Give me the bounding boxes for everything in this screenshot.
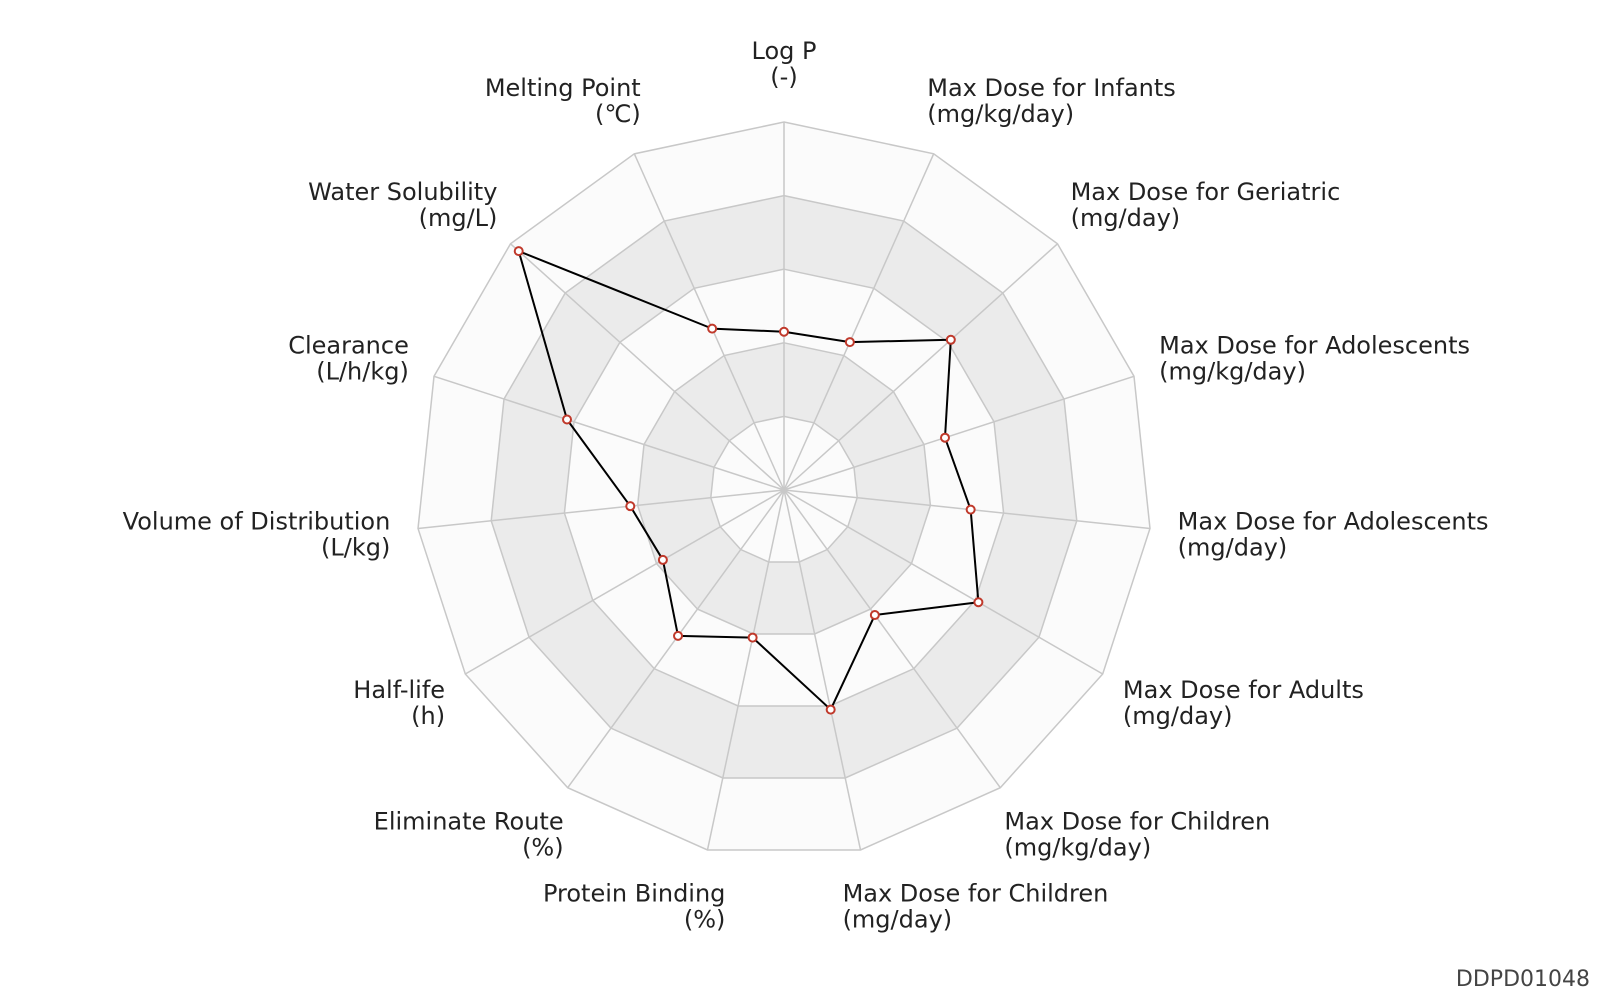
axis-label-unit: (mg/kg/day) [1159,357,1306,385]
series-line-0 [517,250,980,711]
radar-spoke-12 [433,375,785,491]
data-point-14 [707,323,718,334]
axis-label-unit: (%) [522,834,564,862]
axis-label-8: Protein Binding (%) [543,880,725,934]
axis-label-3: Max Dose for Adolescents (mg/kg/day) [1159,331,1470,385]
axis-label-name: Max Dose for Adolescents [1178,508,1489,536]
axis-label-name: Protein Binding [543,880,725,908]
axis-label-name: Eliminate Route [374,808,564,836]
axis-label-unit: (mg/day) [843,906,953,934]
data-point-4 [965,504,976,515]
axis-label-name: Half-life [353,676,445,704]
axis-label-name: Max Dose for Adolescents [1159,331,1470,359]
axis-label-unit: (%) [684,906,726,934]
radar-spoke-14 [633,153,785,491]
axis-label-12: Clearance (L/h/kg) [288,331,409,385]
radar-spoke-11 [417,489,785,530]
axis-label-name: Clearance [288,331,409,359]
data-point-13 [513,246,524,257]
axis-label-unit: (mg/day) [1123,702,1233,730]
axis-label-name: Max Dose for Geriatric [1071,178,1341,206]
axis-label-unit: (h) [411,702,445,730]
radar-spoke-2 [783,243,1058,491]
axis-label-unit: (mg/L) [419,204,498,232]
radar-spoke-7 [783,489,862,851]
radar-spoke-8 [706,489,785,851]
chart-id-label: DDPD01048 [1455,967,1590,992]
axis-label-13: Water Solubility (mg/L) [308,178,497,232]
data-point-7 [825,704,836,715]
data-point-8 [747,632,758,643]
axis-label-name: Max Dose for Children [1004,808,1270,836]
axis-label-7: Max Dose for Children (mg/day) [843,880,1109,934]
axis-label-unit: (mg/day) [1178,534,1288,562]
axis-label-unit: (mg/kg/day) [1004,834,1151,862]
axis-label-1: Max Dose for Infants (mg/kg/day) [927,74,1176,128]
data-point-9 [673,630,684,641]
axis-label-name: Max Dose for Infants [927,74,1176,102]
data-point-10 [657,554,668,565]
axis-label-0: Log P (-) [752,37,817,91]
data-point-11 [625,501,636,512]
radar-spoke-3 [783,375,1135,491]
axis-label-unit: (℃) [595,100,641,128]
data-point-2 [945,334,956,345]
data-point-5 [973,597,984,608]
data-point-6 [869,610,880,621]
radar-spoke-5 [783,489,1104,675]
radar-spoke-1 [783,153,935,491]
axis-label-name: Melting Point [485,74,641,102]
data-point-3 [939,432,950,443]
axis-label-9: Eliminate Route (%) [374,808,564,862]
axis-label-2: Max Dose for Geriatric (mg/day) [1071,178,1341,232]
axis-label-name: Volume of Distribution [123,508,391,536]
data-point-0 [779,326,789,337]
axis-label-name: Water Solubility [308,178,497,206]
axis-label-5: Max Dose for Adults (mg/day) [1123,676,1364,730]
axis-label-unit: (mg/day) [1071,204,1181,232]
axis-label-unit: (-) [770,63,797,91]
axis-label-name: Max Dose for Adults [1123,676,1364,704]
radar-spoke-13 [510,243,785,491]
axis-label-10: Half-life (h) [353,676,445,730]
axis-label-4: Max Dose for Adolescents (mg/day) [1178,508,1489,562]
axis-label-name: Log P [752,37,817,65]
radar-series [513,246,984,715]
radar-spoke-10 [464,489,785,675]
axis-label-unit: (L/kg) [321,534,390,562]
axis-label-14: Melting Point (℃) [485,74,641,128]
axis-labels: Log P (-) Max Dose for Infants (mg/kg/day)M… [123,37,1489,934]
axis-label-11: Volume of Distribution (L/kg) [123,508,391,562]
axis-label-unit: (mg/kg/day) [927,100,1074,128]
radar-spoke-6 [783,489,1001,789]
data-point-1 [844,337,855,348]
axis-label-name: Max Dose for Children [843,880,1109,908]
axis-label-unit: (L/h/kg) [316,357,409,385]
data-point-12 [562,414,573,425]
axis-label-6: Max Dose for Children (mg/kg/day) [1004,808,1270,862]
